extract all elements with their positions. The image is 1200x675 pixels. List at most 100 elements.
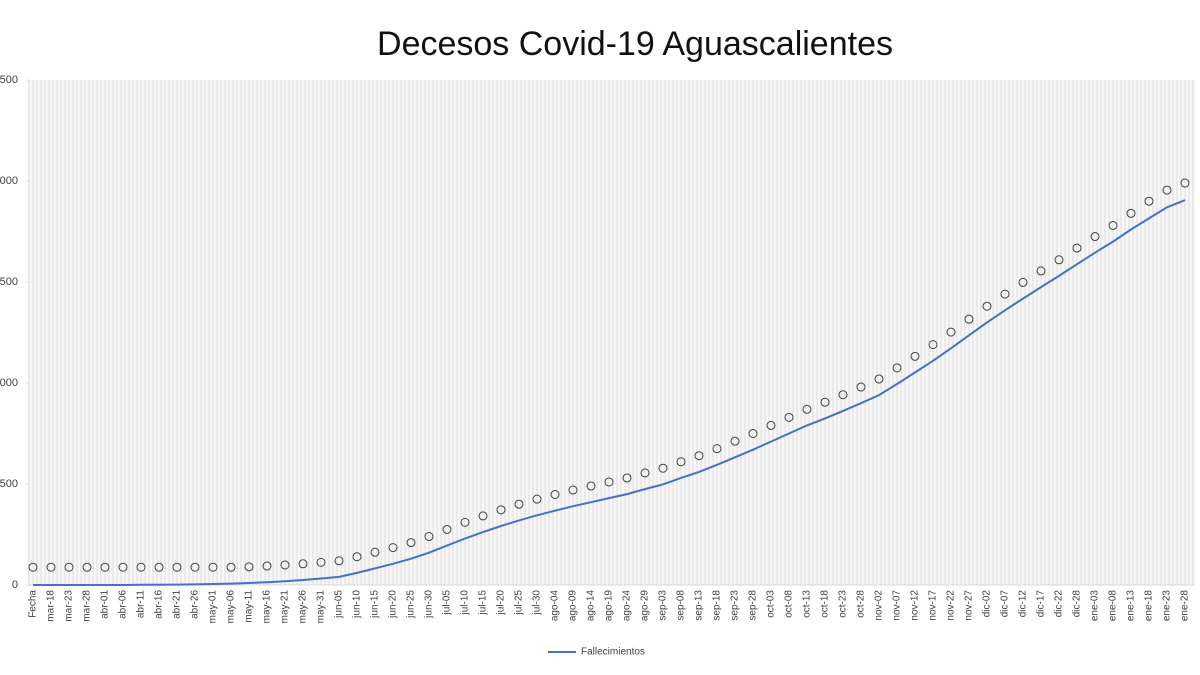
x-tick-label: ene-28: [1180, 590, 1191, 622]
x-tick-label: jul-05: [442, 590, 453, 616]
marker: [1180, 178, 1190, 188]
marker: [1144, 196, 1154, 206]
marker: [478, 511, 488, 521]
marker: [1000, 289, 1010, 299]
x-tick-label: oct-03: [766, 590, 777, 618]
plot-area: [28, 80, 1195, 585]
x-tick-label: jul-10: [460, 590, 471, 616]
x-tick-label: ago-19: [604, 590, 615, 622]
x-tick-label: jul-15: [478, 590, 489, 616]
marker: [280, 560, 290, 570]
marker: [784, 412, 794, 422]
marker: [1126, 208, 1136, 218]
x-tick-label: ene-23: [1162, 590, 1173, 622]
marker: [460, 517, 470, 527]
line: [33, 199, 1186, 586]
x-tick-label: jul-25: [514, 590, 525, 616]
x-tick-label: may-31: [316, 590, 327, 624]
x-tick-label: abr-11: [136, 590, 147, 619]
marker: [604, 477, 614, 487]
marker: [262, 561, 272, 571]
x-tick-label: Fecha: [28, 590, 39, 618]
marker: [712, 444, 722, 454]
x-tick-label: jun-20: [388, 590, 399, 619]
marker: [532, 494, 542, 504]
legend: Fallecimientos: [548, 647, 645, 658]
marker: [172, 562, 182, 572]
x-tick-label: sep-23: [730, 590, 741, 621]
x-tick-label: dic-28: [1072, 590, 1083, 618]
x-tick-label: nov-27: [964, 590, 975, 621]
x-tick-label: jun-25: [406, 590, 417, 619]
x-tick-label: oct-23: [838, 590, 849, 618]
marker: [46, 562, 56, 572]
marker: [1054, 255, 1064, 265]
marker: [640, 468, 650, 478]
marker: [298, 559, 308, 569]
marker: [388, 543, 398, 553]
marker: [820, 397, 830, 407]
x-tick-label: abr-26: [190, 590, 201, 619]
x-tick-label: ene-03: [1090, 590, 1101, 622]
marker: [676, 457, 686, 467]
x-tick-label: abr-21: [172, 590, 183, 619]
marker: [370, 547, 380, 557]
x-tick-label: mar-23: [64, 590, 75, 622]
marker: [1036, 266, 1046, 276]
marker: [928, 340, 938, 350]
x-tick-label: ene-18: [1144, 590, 1155, 622]
marker: [208, 562, 218, 572]
x-tick-label: sep-03: [658, 590, 669, 621]
x-tick-label: jun-15: [370, 590, 381, 619]
marker: [28, 562, 38, 572]
x-tick-label: ago-24: [622, 590, 633, 622]
x-tick-label: oct-08: [784, 590, 795, 618]
x-tick-label: may-21: [280, 590, 291, 624]
x-tick-label: nov-17: [928, 590, 939, 621]
y-tick-label: 500: [0, 478, 18, 490]
marker: [496, 505, 506, 515]
marker: [424, 532, 434, 542]
x-tick-label: may-06: [226, 590, 237, 624]
x-tick-label: nov-02: [874, 590, 885, 621]
x-tick-label: jul-30: [532, 590, 543, 616]
x-tick-label: may-26: [298, 590, 309, 624]
marker: [586, 481, 596, 491]
marker: [874, 374, 884, 384]
y-tick-label: 2500: [0, 74, 18, 86]
x-tick-label: dic-12: [1018, 590, 1029, 618]
x-tick-label: oct-28: [856, 590, 867, 618]
legend-label: Fallecimientos: [581, 647, 645, 658]
marker: [442, 524, 452, 534]
marker: [568, 485, 578, 495]
x-tick-label: nov-12: [910, 590, 921, 621]
x-tick-label: jul-20: [496, 590, 507, 616]
marker: [1108, 220, 1118, 230]
marker: [154, 562, 164, 572]
marker: [100, 562, 110, 572]
marker: [244, 562, 254, 572]
y-tick-label: 2000: [0, 175, 18, 187]
x-tick-label: sep-28: [748, 590, 759, 621]
x-tick-label: dic-22: [1054, 590, 1065, 618]
marker: [892, 363, 902, 373]
x-tick-label: ene-13: [1126, 590, 1137, 622]
marker: [226, 562, 236, 572]
x-tick-label: ago-09: [568, 590, 579, 622]
y-tick-label: 0: [12, 579, 18, 591]
x-tick-label: ene-08: [1108, 590, 1119, 622]
x-tick-label: may-11: [244, 590, 255, 623]
x-tick-label: may-01: [208, 590, 219, 624]
marker: [910, 351, 920, 361]
marker: [334, 556, 344, 566]
marker: [1018, 277, 1028, 287]
marker: [64, 562, 74, 572]
x-tick-label: mar-28: [82, 590, 93, 622]
marker: [730, 436, 740, 446]
marker: [856, 382, 866, 392]
marker: [658, 463, 668, 473]
marker: [1072, 243, 1082, 253]
x-tick-label: dic-17: [1036, 590, 1047, 618]
x-tick-label: jun-10: [352, 590, 363, 619]
